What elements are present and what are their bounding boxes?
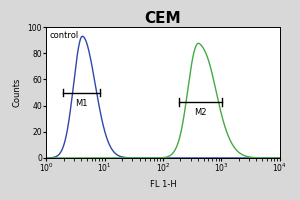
Title: CEM: CEM <box>145 11 181 26</box>
X-axis label: FL 1-H: FL 1-H <box>149 180 176 189</box>
Y-axis label: Counts: Counts <box>13 78 22 107</box>
Text: control: control <box>49 31 78 40</box>
Text: M2: M2 <box>195 108 207 117</box>
Text: M1: M1 <box>75 99 87 108</box>
